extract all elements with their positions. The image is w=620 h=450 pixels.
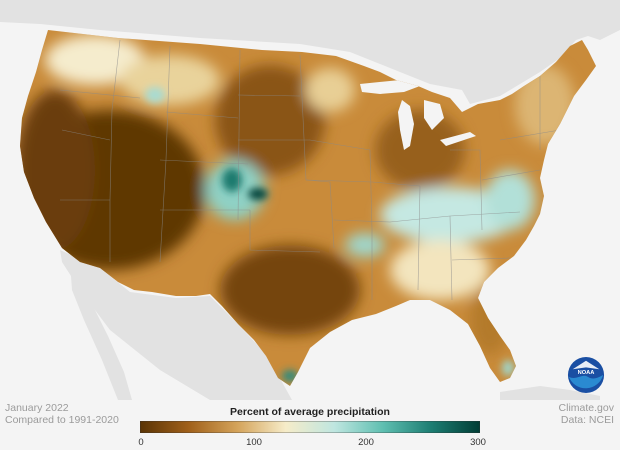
texas-dry [220,245,360,335]
southeast-light [390,240,490,300]
source-label: Climate.gov [558,402,614,414]
footer-right: Climate.gov Data: NCEI [559,402,614,426]
mid-atlantic-wet [485,170,535,230]
legend-tick-100: 100 [246,437,262,448]
kansas-core-wet [248,188,268,200]
great-lakes-dry [375,110,465,190]
arkansas-wet [345,233,385,257]
cuba-bahamas [500,386,600,400]
mexico-land [60,250,292,400]
florida-tip-wet [502,360,514,376]
state-borders [59,39,561,301]
florida-dry [470,285,510,355]
idaho-wet-spot [145,87,165,103]
south-texas-wet [282,370,298,382]
surrounding-land [0,0,620,400]
lake-huron [424,100,444,130]
legend-title: Percent of average precipitation [230,406,390,418]
northwest-wet [45,35,145,85]
noaa-logo-text: NOAA [578,370,595,376]
legend-tick-300: 300 [470,437,486,448]
california-dry [20,90,95,250]
montana-light [120,55,220,105]
legend-color-bar [140,421,480,433]
noaa-logo-icon: NOAA [567,356,605,394]
lake-superior [360,80,420,94]
precipitation-map [0,0,620,400]
footer-left: January 2022 Compared to 1991-2020 [5,402,119,426]
legend-tick-0: 0 [138,437,144,448]
lake-erie [440,132,476,146]
plains-dry [215,65,325,175]
date-label: January 2022 [5,402,69,414]
legend-tick-200: 200 [358,437,374,448]
dakotas-light [305,68,355,112]
baseline-label: Compared to 1991-2020 [5,414,119,426]
data-credit-label: Data: NCEI [560,414,614,426]
baja-peninsula [70,262,132,400]
ohio-valley-wet [380,187,520,243]
colorado-core-wet [222,168,242,192]
lake-michigan [398,100,414,150]
canada-land [0,0,620,104]
